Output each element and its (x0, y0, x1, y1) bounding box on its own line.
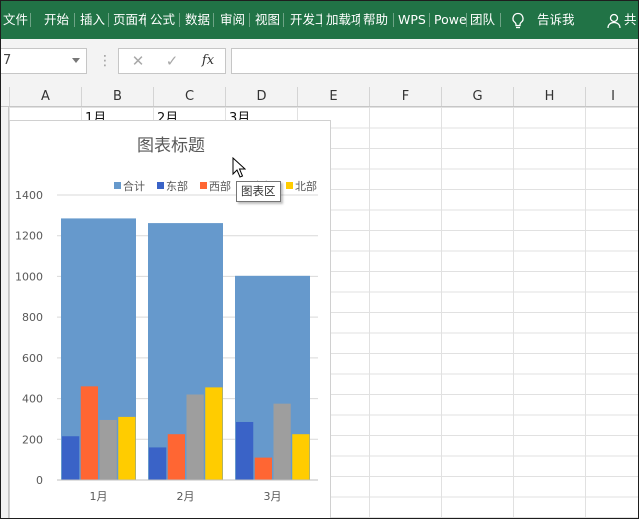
tab-view[interactable]: 视图 (250, 1, 284, 39)
tab-home[interactable]: 开始 (41, 1, 75, 39)
bar-west[interactable] (167, 434, 185, 480)
row-header-strip[interactable] (1, 107, 9, 518)
formula-input[interactable] (231, 48, 638, 74)
bar-east[interactable] (236, 421, 254, 480)
bar-north[interactable] (292, 434, 310, 480)
tab-team[interactable]: 团队 (467, 1, 501, 39)
tab-help[interactable]: 帮助 (360, 1, 394, 39)
y-tick-label[interactable]: 600 (22, 352, 43, 365)
bar-south[interactable] (99, 419, 117, 480)
y-tick-label[interactable]: 1400 (15, 189, 43, 202)
share-label: 共 (624, 12, 637, 27)
tell-me-label: 告诉我 (537, 12, 575, 27)
tab-add-ins[interactable]: 加载项 (322, 1, 360, 39)
column-header-b[interactable]: B (82, 87, 154, 106)
column-header-c[interactable]: C (154, 87, 226, 106)
legend-marker[interactable] (157, 182, 164, 189)
legend-marker[interactable] (114, 182, 121, 189)
tab-data[interactable]: 数据 (180, 1, 214, 39)
chart-area[interactable]: 02004006008001000120014001月2月3月合计东部西部南部北… (9, 120, 332, 519)
legend-entry[interactable]: 合计 (123, 179, 145, 193)
legend-entry[interactable]: 西部 (209, 179, 231, 193)
bar-south[interactable] (186, 394, 204, 481)
x-tick-label[interactable]: 2月 (177, 490, 195, 503)
column-header-a[interactable]: A (10, 87, 82, 106)
legend-entry[interactable]: 东部 (166, 179, 188, 193)
tab-file[interactable]: 文件 (1, 1, 31, 39)
bar-east[interactable] (62, 436, 80, 480)
tab-power-pivot[interactable]: PowerPivot (430, 1, 467, 39)
column-header-row: A B C D E F G H I (1, 87, 638, 107)
bar-west[interactable] (80, 386, 98, 480)
column-header-e[interactable]: E (298, 87, 370, 106)
chart-area-tooltip: 图表区 (236, 181, 281, 202)
y-tick-label[interactable]: 800 (22, 311, 43, 324)
x-tick-label[interactable]: 1月 (90, 490, 108, 503)
tab-review[interactable]: 审阅 (214, 1, 250, 39)
insert-function-icon[interactable]: fx (201, 53, 215, 68)
column-header-f[interactable]: F (370, 87, 442, 106)
x-tick-label[interactable]: 3月 (264, 490, 282, 503)
name-box-value: 7 (3, 53, 12, 68)
y-tick-label[interactable]: 0 (36, 474, 43, 487)
legend-entry[interactable]: 北部 (295, 179, 317, 193)
share-button[interactable]: 共 (605, 1, 638, 39)
column-header-i[interactable]: I (611, 89, 615, 104)
column-header-g[interactable]: G (442, 87, 514, 106)
person-icon (607, 13, 621, 29)
name-box[interactable]: 7 (1, 48, 87, 74)
y-tick-label[interactable]: 400 (22, 393, 43, 406)
formula-buttons: ✕ ✓ fx (118, 48, 226, 74)
chevron-down-icon[interactable] (72, 58, 80, 63)
chart-title[interactable]: 图表标题 (137, 136, 205, 156)
column-header-h[interactable]: H (514, 87, 586, 106)
y-tick-label[interactable]: 1000 (15, 270, 43, 283)
mouse-cursor-icon (232, 157, 246, 178)
legend-marker[interactable] (200, 182, 207, 189)
tab-wps[interactable]: WPS (394, 1, 430, 39)
formula-bar: 7 ⋮ ✕ ✓ fx (1, 39, 638, 87)
select-all-corner[interactable] (1, 87, 10, 106)
tab-insert[interactable]: 插入 (75, 1, 109, 39)
tab-formulas[interactable]: 公式 (146, 1, 180, 39)
bar-west[interactable] (254, 457, 272, 480)
legend-marker[interactable] (286, 182, 293, 189)
cancel-icon[interactable]: ✕ (131, 52, 145, 70)
ribbon-tab-bar: 文件 开始 插入 页面布局 公式 数据 审阅 视图 开发工具 加载项 帮助 WP… (1, 1, 638, 39)
bar-north[interactable] (118, 416, 136, 480)
tab-developer[interactable]: 开发工具 (284, 1, 322, 39)
drag-handle-icon[interactable]: ⋮ (98, 53, 112, 69)
column-chart[interactable]: 02004006008001000120014001月2月3月合计东部西部南部北… (10, 121, 332, 519)
y-tick-label[interactable]: 200 (22, 433, 43, 446)
tab-page-layout[interactable]: 页面布局 (109, 1, 146, 39)
lightbulb-icon (512, 12, 524, 29)
enter-icon[interactable]: ✓ (165, 52, 179, 70)
tell-me-box[interactable]: 告诉我 (507, 1, 577, 39)
bar-north[interactable] (205, 387, 223, 480)
column-header-d[interactable]: D (226, 87, 298, 106)
y-tick-label[interactable]: 1200 (15, 230, 43, 243)
bar-east[interactable] (149, 447, 167, 480)
bar-south[interactable] (273, 403, 291, 480)
